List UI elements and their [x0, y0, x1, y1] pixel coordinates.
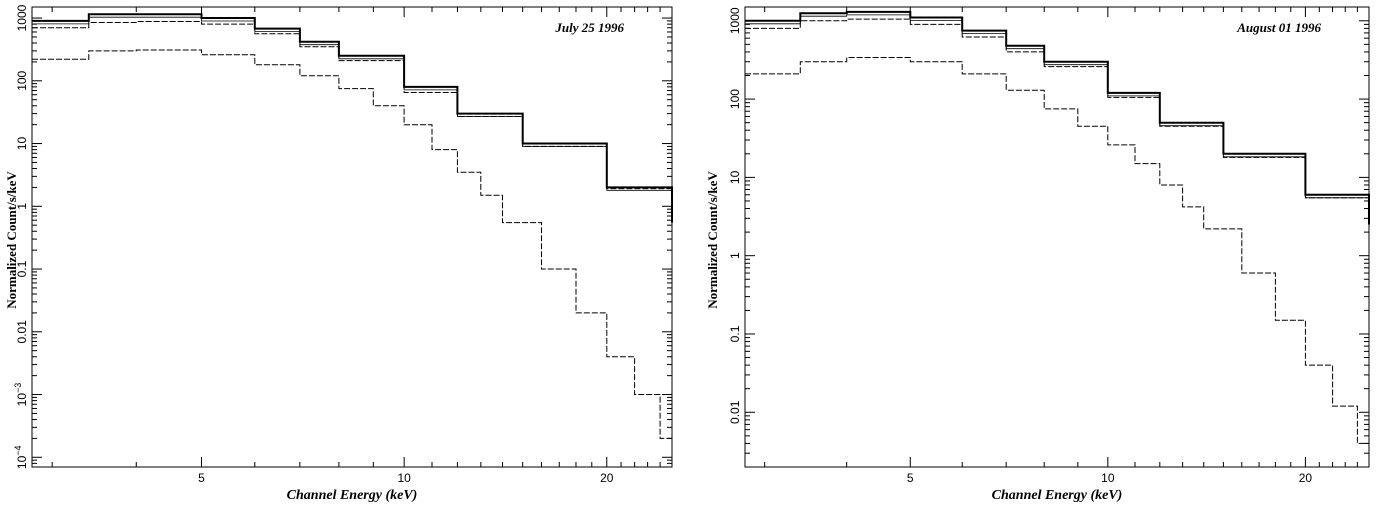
august-x-tick-label: 20 — [1299, 471, 1313, 485]
august-x-tick-label: 5 — [907, 471, 914, 485]
july-y-tick-label: 10 — [15, 137, 29, 151]
july-y-tick-label: 1 — [15, 203, 29, 210]
july-y-tick-label: 100 — [15, 70, 29, 90]
august-x-axis-title: Channel Energy (keV) — [992, 488, 1123, 503]
august-series-1 — [745, 10, 1370, 225]
july-series-1-model — [32, 16, 673, 226]
july-y-axis-title: Normalized Count/s/keV — [4, 171, 19, 309]
august-series-1-model — [745, 14, 1370, 228]
august-y-tick-label: 1000 — [728, 7, 742, 34]
july-series-1 — [32, 13, 673, 223]
august-series-3 — [745, 57, 1370, 457]
july-date-annotation: July 25 1996 — [554, 20, 624, 35]
panel-july: 5 10 20 1000 100 10 1 0.1 0.01 10−3 10−4 July 25 19… — [4, 4, 673, 503]
august-y-tick-label: 1 — [728, 252, 742, 259]
july-x-axis-title: Channel Energy (keV) — [287, 488, 418, 503]
august-series-2 — [745, 18, 1370, 225]
panel-august: 5 10 20 1000 100 10 1 0.1 0.01 August 01 1996 Chan… — [705, 6, 1370, 503]
august-y-tick-label: 0.01 — [728, 400, 742, 424]
august-y-tick-label: 0.1 — [728, 325, 742, 342]
july-y-tick-label: 0.1 — [15, 260, 29, 277]
august-plot-frame — [744, 6, 1370, 468]
july-series-2 — [32, 21, 673, 223]
august-date-annotation: August 01 1996 — [1236, 20, 1321, 35]
july-plot-frame — [31, 6, 673, 468]
august-y-tick-label: 10 — [728, 170, 742, 184]
august-y-axis-title: Normalized Count/s/keV — [705, 171, 720, 309]
july-y-tick-label: 10−4 — [13, 445, 29, 469]
july-series-3 — [32, 49, 673, 458]
august-x-tick-label: 10 — [1101, 471, 1115, 485]
july-x-tick-label: 20 — [600, 471, 614, 485]
august-y-tick-label: 100 — [728, 89, 742, 109]
july-x-tick-label: 10 — [397, 471, 411, 485]
july-y-tick-label: 1000 — [15, 4, 29, 31]
july-y-tick-label: 10−3 — [13, 383, 29, 407]
july-y-tick-label: 0.01 — [15, 320, 29, 344]
july-x-tick-label: 5 — [198, 471, 205, 485]
